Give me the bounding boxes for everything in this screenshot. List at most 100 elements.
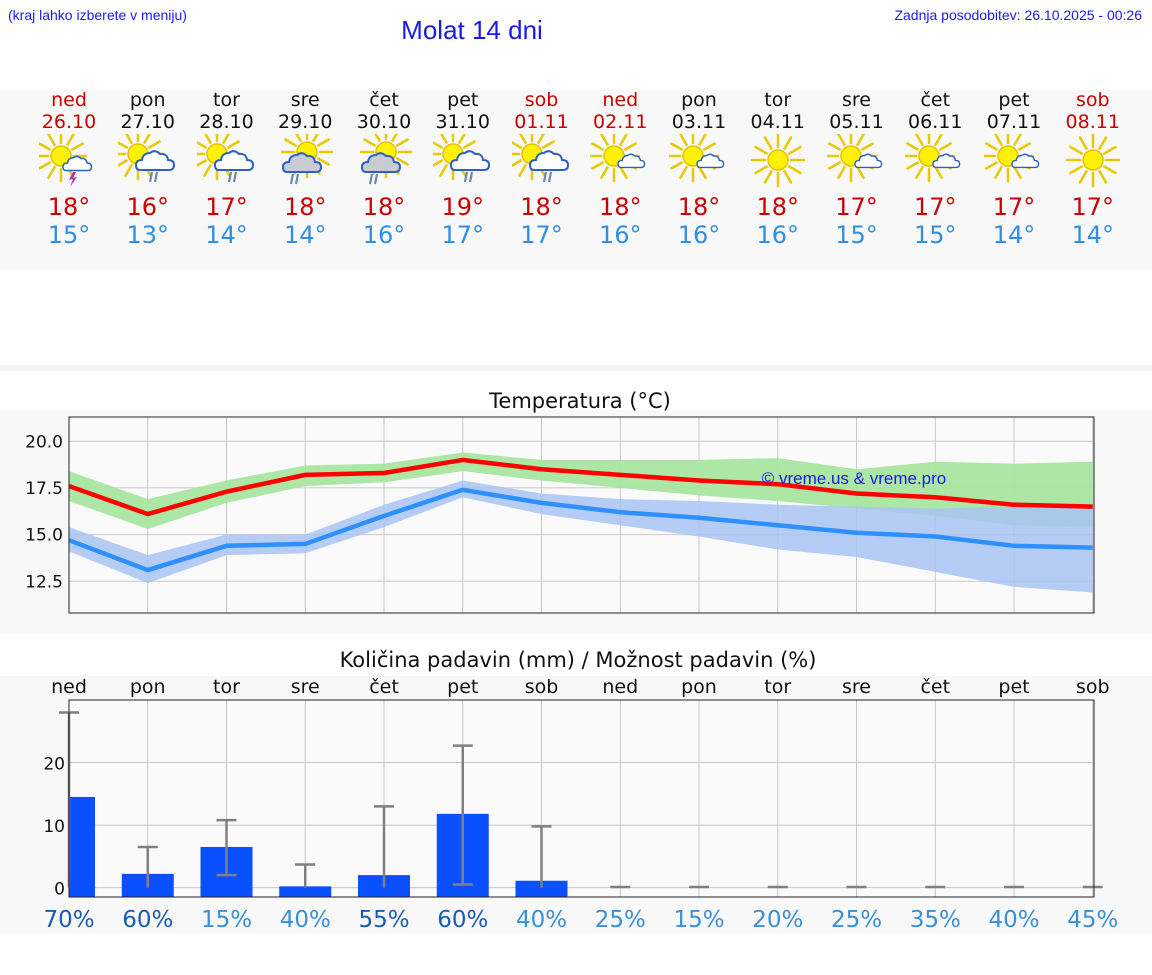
day-column: čet 06.11 17° 15° — [895, 89, 975, 249]
precip-day-label: pon — [681, 676, 717, 698]
day-column: čet 30.10 18° 16° — [344, 89, 424, 249]
precip-bar — [279, 886, 332, 897]
day-column: sob 08.11 17° 14° — [1053, 89, 1133, 249]
sun-small-cloud-icon — [580, 133, 660, 189]
temp-y-tick-label: 20.0 — [25, 432, 63, 452]
day-column: pon 27.10 16° 13° — [108, 89, 188, 249]
sun-cloud-rain-icon — [423, 133, 503, 189]
day-date: 27.10 — [120, 111, 175, 133]
day-column: ned 02.11 18° 16° — [580, 89, 660, 249]
min-temp: 16° — [756, 221, 800, 249]
day-name: pon — [681, 89, 717, 111]
day-column: ned 26.10 18° 15° — [29, 89, 109, 249]
precip-probability: 25% — [831, 907, 882, 933]
day-name: ned — [51, 89, 87, 111]
precip-probability: 40% — [516, 907, 567, 933]
max-temp: 18° — [598, 193, 642, 221]
precip-probability: 35% — [910, 907, 961, 933]
day-date: 02.11 — [593, 111, 648, 133]
sun-small-cloud-icon — [817, 133, 897, 189]
min-temp: 15° — [913, 221, 957, 249]
day-date: 03.11 — [671, 111, 727, 133]
forecast-band — [0, 90, 1152, 270]
min-temp: 14° — [283, 221, 327, 249]
day-name: sob — [1075, 89, 1110, 111]
watermark: © vreme.us & vreme.pro — [762, 469, 946, 488]
precip-day-label: sre — [842, 676, 871, 698]
precip-bar — [69, 796, 95, 897]
precip-day-label: sob — [525, 676, 559, 698]
day-date: 05.11 — [829, 111, 884, 133]
max-temp: 19° — [441, 193, 485, 221]
day-column: tor 04.11 18° 16° — [738, 89, 818, 249]
precip-probability: 15% — [201, 907, 252, 933]
day-name: tor — [764, 89, 792, 111]
precip-probability: 20% — [752, 907, 803, 933]
precip-day-label: ned — [51, 676, 87, 698]
max-temp: 18° — [362, 193, 406, 221]
precip-day-label: pet — [998, 676, 1029, 698]
day-name: ned — [602, 89, 639, 111]
day-date: 08.11 — [1065, 111, 1120, 133]
sun-darkcloud-rain-icon — [344, 133, 424, 189]
max-temp: 18° — [756, 193, 800, 221]
sun-small-cloud-icon — [659, 133, 739, 189]
precip-y-tick-label: 0 — [54, 880, 65, 900]
max-temp: 17° — [913, 193, 957, 221]
day-name: sre — [290, 89, 320, 111]
day-date: 29.10 — [278, 111, 333, 133]
precip-day-label: ned — [602, 676, 638, 698]
sun-cloud-thunder-icon — [29, 133, 109, 189]
min-temp: 15° — [47, 221, 91, 249]
day-column: pon 03.11 18° 16° — [659, 89, 739, 249]
temp-y-tick-label: 17.5 — [25, 479, 63, 499]
day-name: čet — [369, 89, 399, 111]
precip-probability: 55% — [358, 907, 409, 933]
sun-darkcloud-rain-icon — [265, 133, 345, 189]
precip-probability: 70% — [43, 907, 94, 933]
sun-small-cloud-icon — [974, 133, 1054, 189]
min-temp: 15° — [835, 221, 878, 249]
max-temp: 17° — [835, 193, 878, 221]
last-update-timestamp: Zadnja posodobitev: 26.10.2025 - 00:26 — [894, 7, 1142, 23]
min-temp: 16° — [677, 221, 721, 249]
temp-y-tick-label: 12.5 — [25, 572, 63, 592]
temp-chart-title: Temperatura (°C) — [488, 389, 671, 413]
precip-day-label: sre — [291, 676, 320, 698]
min-temp: 16° — [362, 221, 406, 249]
sun-cloud-rain-icon — [187, 133, 267, 189]
precip-y-tick-label: 20 — [43, 755, 65, 775]
day-column: sob 01.11 18° 17° — [502, 89, 582, 249]
precip-probability: 45% — [1067, 907, 1118, 933]
temp-y-tick-label: 15.0 — [25, 526, 63, 546]
day-date: 07.11 — [986, 111, 1042, 133]
day-name: sob — [524, 89, 559, 111]
temp-plot-frame — [68, 416, 1095, 614]
location-menu-hint[interactable]: (kraj lahko izberete v meniju) — [8, 7, 187, 23]
day-date: 31.10 — [435, 111, 490, 133]
day-date: 30.10 — [356, 111, 412, 133]
max-temp-range-band — [69, 452, 1093, 529]
max-temp: 17° — [1071, 193, 1115, 221]
day-column: pet 07.11 17° 14° — [974, 89, 1054, 249]
max-temp: 17° — [205, 193, 248, 221]
day-column: sre 29.10 18° 14° — [265, 89, 345, 249]
precip-day-label: pet — [447, 676, 478, 698]
precip-day-label: tor — [213, 676, 240, 698]
max-temp: 18° — [520, 193, 563, 221]
day-name: pet — [447, 89, 479, 111]
min-temp: 17° — [441, 221, 485, 249]
day-date: 04.11 — [750, 111, 805, 133]
min-temp-line — [68, 487, 1093, 573]
day-column: tor 28.10 17° 14° — [187, 89, 267, 249]
min-temp-range-band — [69, 480, 1093, 593]
day-date: 06.11 — [908, 111, 963, 133]
day-date: 01.11 — [514, 111, 569, 133]
day-name: tor — [213, 89, 240, 111]
max-temp: 16° — [126, 193, 170, 221]
max-temp: 18° — [677, 193, 721, 221]
precip-probability: 60% — [122, 907, 173, 933]
precip-probability: 40% — [988, 907, 1039, 933]
sun-cloud-rain-icon — [502, 133, 582, 189]
